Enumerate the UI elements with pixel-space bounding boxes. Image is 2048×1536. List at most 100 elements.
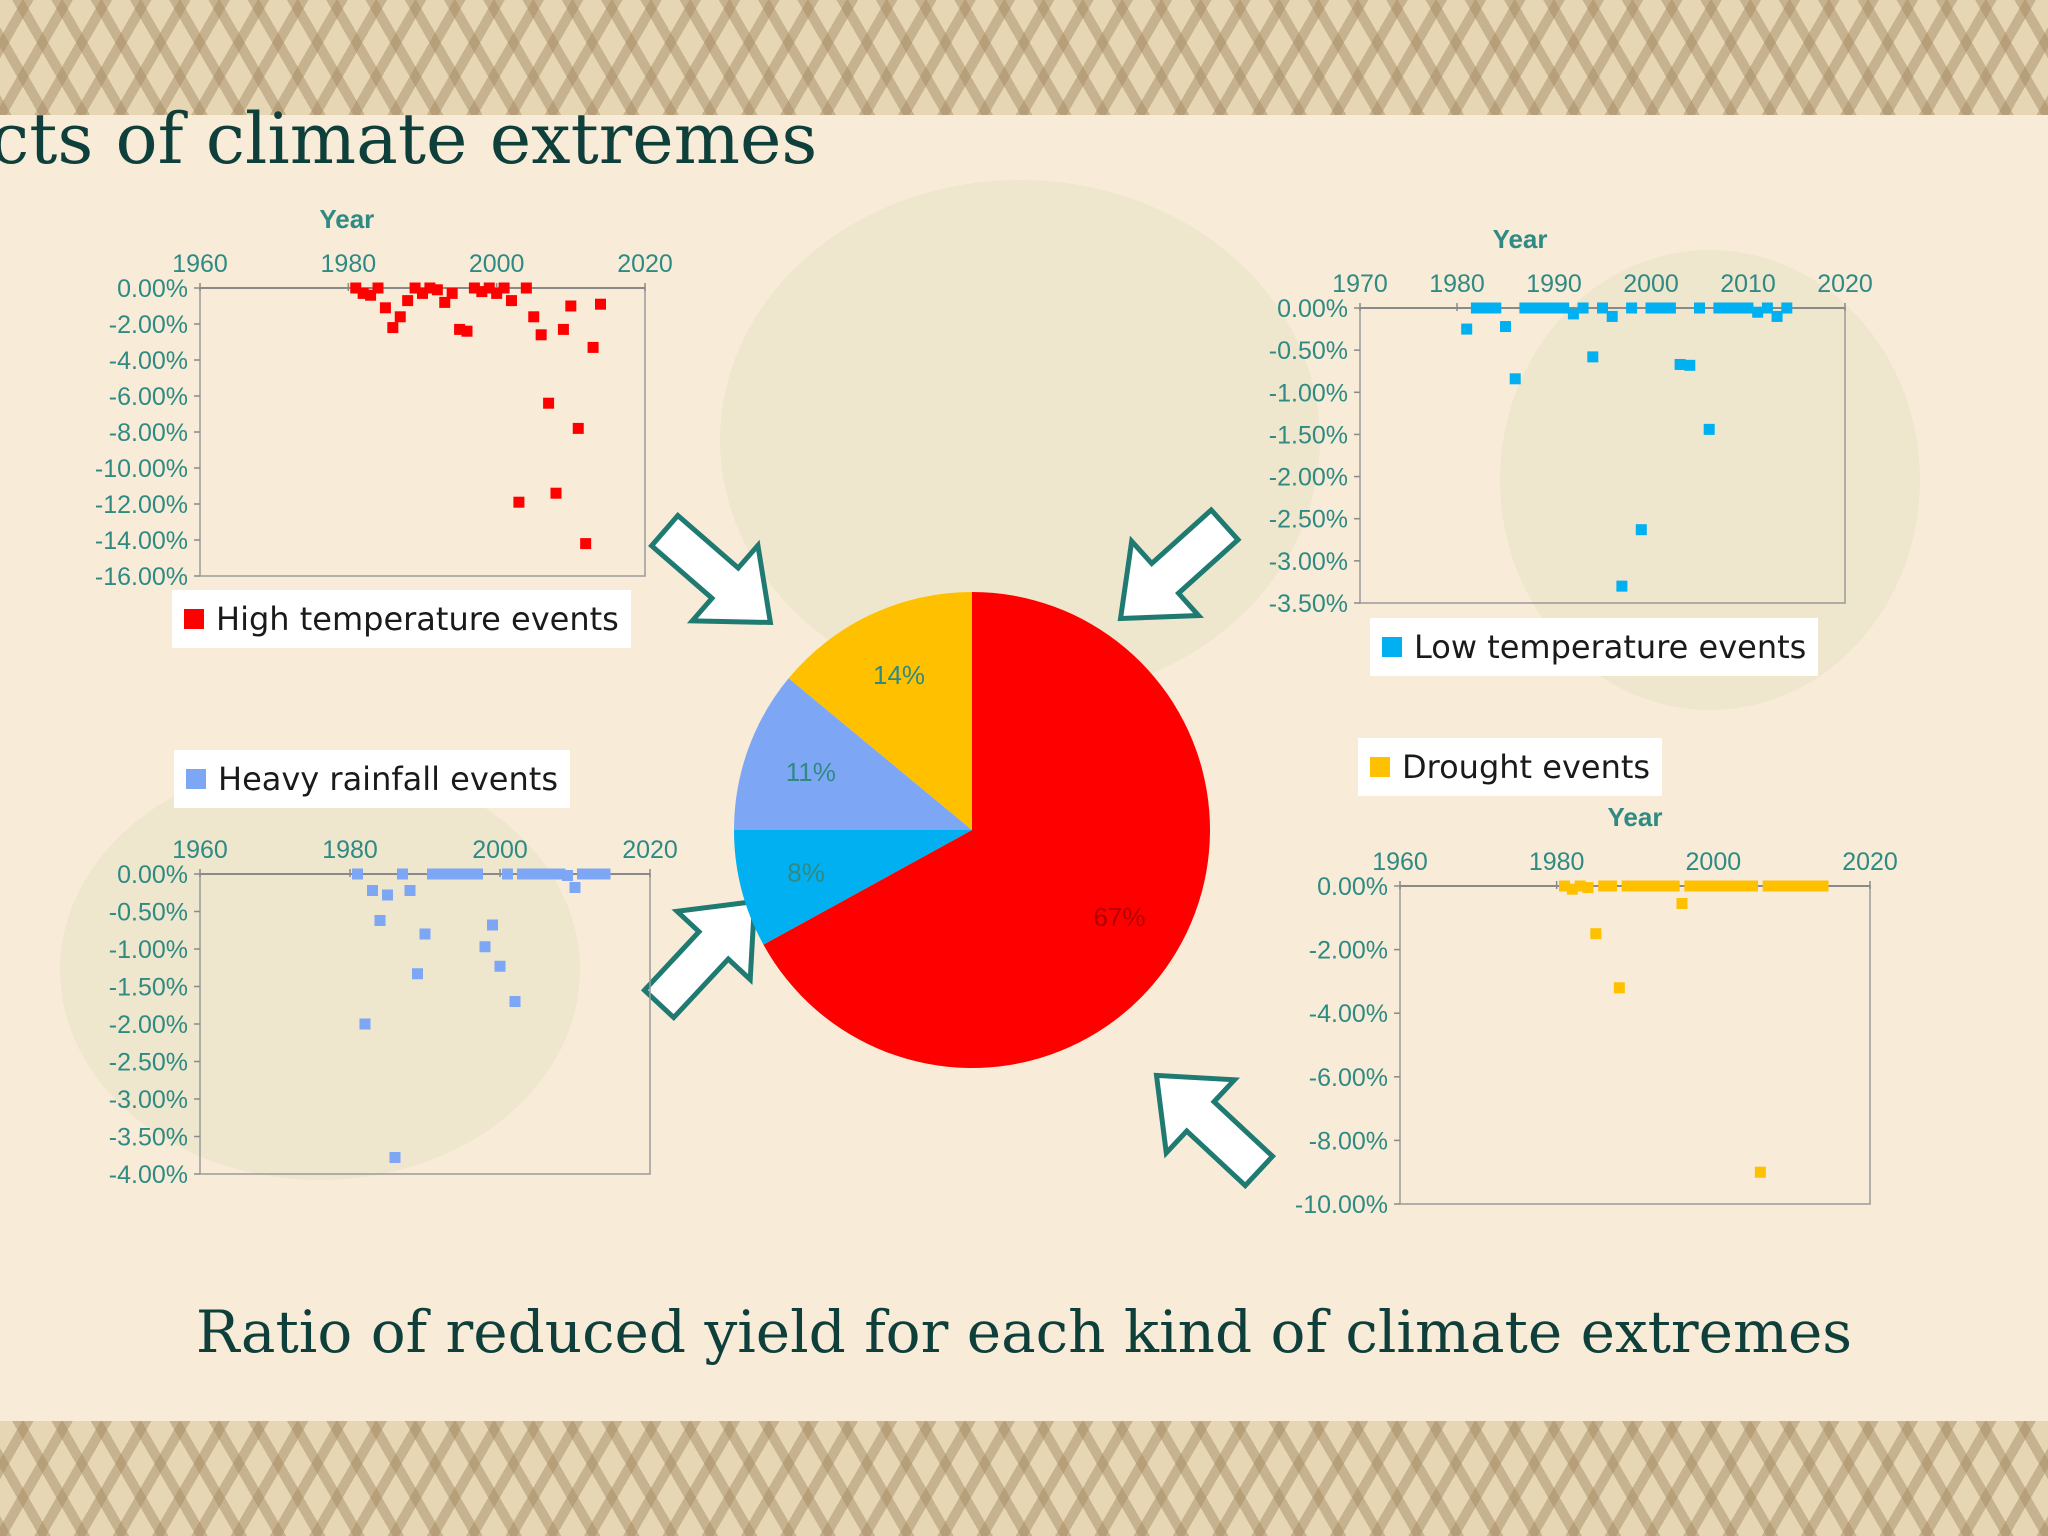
page-caption: Ratio of reduced yield for each kind of …: [195, 1298, 1853, 1366]
data-point: [1731, 880, 1743, 892]
data-point: [562, 870, 573, 881]
data-point: [357, 287, 369, 299]
y-tick-label: -0.50%: [1269, 337, 1348, 365]
data-point: [1809, 880, 1821, 892]
data-point: [468, 282, 480, 294]
data-point: [424, 282, 436, 294]
data-point: [557, 323, 569, 335]
arrow-from-drought: [1153, 1072, 1277, 1190]
data-point: [1597, 302, 1608, 314]
data-point: [417, 287, 428, 299]
y-tick-label: -4.00%: [109, 347, 188, 375]
data-point: [1664, 302, 1676, 314]
legend-label: Low temperature events: [1414, 628, 1807, 666]
plot-area: [1359, 307, 1846, 604]
data-point: [1676, 897, 1688, 909]
data-point: [1598, 880, 1610, 892]
data-point: [1778, 880, 1790, 892]
x-tick-label: 1960: [172, 836, 228, 864]
heavy-rainfall-scatter-chart: 0.00% -0.50% -1.00% -1.50% -2.00% -2.50% -3.00…: [109, 836, 678, 1189]
data-point: [1668, 880, 1680, 892]
data-point: [502, 868, 513, 880]
y-tick-label: -3.00%: [109, 1086, 188, 1114]
data-point: [394, 311, 406, 323]
x-tick-label: 2020: [1842, 848, 1898, 876]
data-point: [1629, 880, 1641, 892]
data-point: [1613, 982, 1625, 994]
data-point: [487, 919, 498, 931]
data-point: [464, 868, 476, 880]
data-point: [427, 868, 438, 880]
data-point: [1781, 302, 1793, 314]
data-point: [1660, 880, 1672, 892]
low-temperature-scatter-chart: 0.00% -0.50% -1.00% -1.50% -2.00% -2.50% -3.00…: [1269, 224, 1873, 618]
data-point: [350, 282, 362, 294]
data-point: [587, 341, 599, 353]
data-point: [1480, 302, 1492, 314]
data-point: [1461, 323, 1473, 335]
x-axis-title: Year: [1608, 802, 1663, 832]
x-tick-label: 1980: [322, 836, 378, 864]
data-point: [1548, 302, 1560, 314]
data-point: [506, 295, 517, 307]
data-point: [1621, 880, 1633, 892]
x-tick-label: 2020: [1817, 270, 1873, 298]
pie-slice: [788, 592, 972, 830]
data-point: [572, 422, 584, 434]
data-point: [1742, 302, 1754, 314]
data-point: [509, 996, 521, 1007]
x-axis-title: Year: [319, 204, 374, 234]
drought-legend: Drought events: [1358, 738, 1663, 796]
data-point: [1606, 310, 1618, 322]
data-point: [1700, 880, 1711, 892]
pie-slice: [734, 678, 972, 830]
pie-slice: [734, 830, 972, 945]
y-tick-label: -2.50%: [109, 1049, 188, 1077]
data-point: [539, 868, 551, 880]
data-point: [599, 868, 611, 880]
page-title: cts of climate extremes: [0, 98, 818, 180]
plot-area: [1399, 885, 1871, 1205]
pie-slice: [763, 592, 1210, 1068]
legend-swatch: [1370, 757, 1390, 777]
y-tick-label: -2.00%: [1269, 464, 1348, 492]
data-point: [1500, 321, 1511, 333]
data-point: [1754, 1166, 1766, 1178]
data-point: [1637, 880, 1649, 892]
x-tick-label: 1970: [1332, 270, 1388, 298]
data-point: [1770, 880, 1782, 892]
data-point: [1577, 302, 1589, 314]
y-tick-label: 0.00%: [1277, 295, 1348, 323]
x-tick-label: 2000: [472, 836, 528, 864]
data-point: [1490, 302, 1502, 314]
data-point: [513, 496, 525, 508]
y-tick-label: -16.00%: [95, 563, 188, 591]
legend-swatch: [186, 769, 206, 789]
data-point: [580, 538, 592, 550]
data-point: [1762, 880, 1774, 892]
data-point: [1645, 302, 1657, 314]
data-point: [1761, 302, 1773, 314]
y-tick-label: -8.00%: [1309, 1127, 1388, 1155]
data-point: [498, 282, 510, 294]
data-point: [1723, 880, 1735, 892]
y-tick-label: -14.00%: [95, 527, 188, 555]
data-point: [1606, 880, 1617, 892]
data-point: [1684, 359, 1696, 371]
data-point: [483, 282, 495, 294]
data-point: [1801, 880, 1813, 892]
data-point: [1771, 310, 1783, 322]
x-tick-label: 1990: [1526, 270, 1582, 298]
data-point: [1752, 306, 1764, 318]
data-point: [457, 868, 468, 880]
x-tick-label: 2000: [1686, 848, 1742, 876]
x-tick-label: 1980: [321, 250, 377, 278]
data-point: [543, 397, 555, 409]
data-point: [532, 868, 543, 880]
data-point: [352, 868, 363, 880]
data-point: [494, 960, 506, 972]
data-point: [379, 302, 391, 314]
data-point: [1653, 880, 1664, 892]
y-tick-label: -4.00%: [1309, 1000, 1388, 1028]
data-point: [1655, 302, 1667, 314]
